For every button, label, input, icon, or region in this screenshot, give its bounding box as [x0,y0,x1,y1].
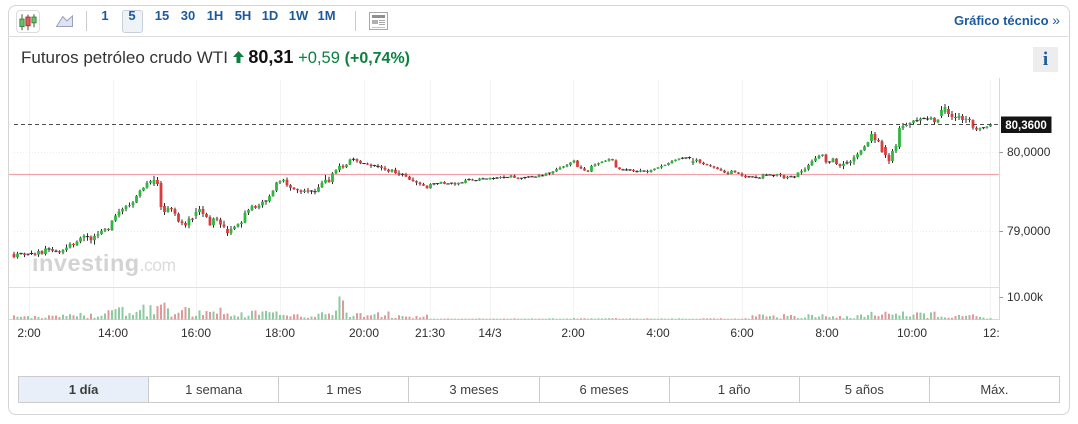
svg-text:2:00: 2:00 [17,326,41,340]
svg-text:6:00: 6:00 [730,326,754,340]
svg-text:14:00: 14:00 [98,326,128,340]
svg-text:21:30: 21:30 [415,326,445,340]
svg-text:10:00: 10:00 [897,326,927,340]
svg-text:2:00: 2:00 [561,326,585,340]
svg-text:14/3: 14/3 [478,326,502,340]
svg-text:investing.com: investing.com [32,250,176,276]
svg-text:12:: 12: [983,326,1000,340]
svg-text:79,0000: 79,0000 [1007,224,1051,238]
svg-text:80,3600: 80,3600 [1005,120,1047,132]
svg-text:8:00: 8:00 [815,326,839,340]
svg-text:18:00: 18:00 [265,326,295,340]
svg-text:10.00k: 10.00k [1007,290,1044,304]
svg-text:16:00: 16:00 [181,326,211,340]
svg-text:4:00: 4:00 [646,326,670,340]
svg-text:20:00: 20:00 [349,326,379,340]
svg-text:80,0000: 80,0000 [1007,145,1051,159]
